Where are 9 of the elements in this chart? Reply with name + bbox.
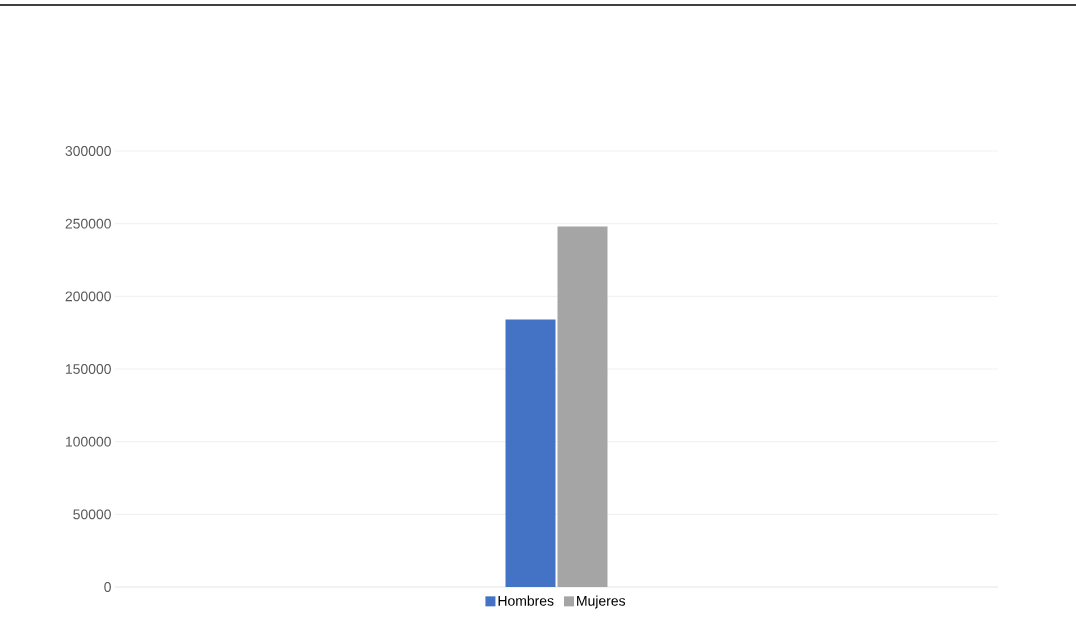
y-tick-label: 50000 (73, 509, 111, 520)
legend-label: Hombres (498, 595, 554, 606)
y-tick-label: 300000 (65, 146, 111, 156)
legend-label: Mujeres (577, 595, 626, 609)
y-tick-label: 0 (104, 582, 111, 592)
y-tick-label: 150000 (66, 364, 111, 374)
y-tick-label: 100000 (66, 436, 111, 447)
y-tick-label: 250000 (65, 218, 111, 229)
y-tick-label: 200000 (65, 291, 111, 302)
